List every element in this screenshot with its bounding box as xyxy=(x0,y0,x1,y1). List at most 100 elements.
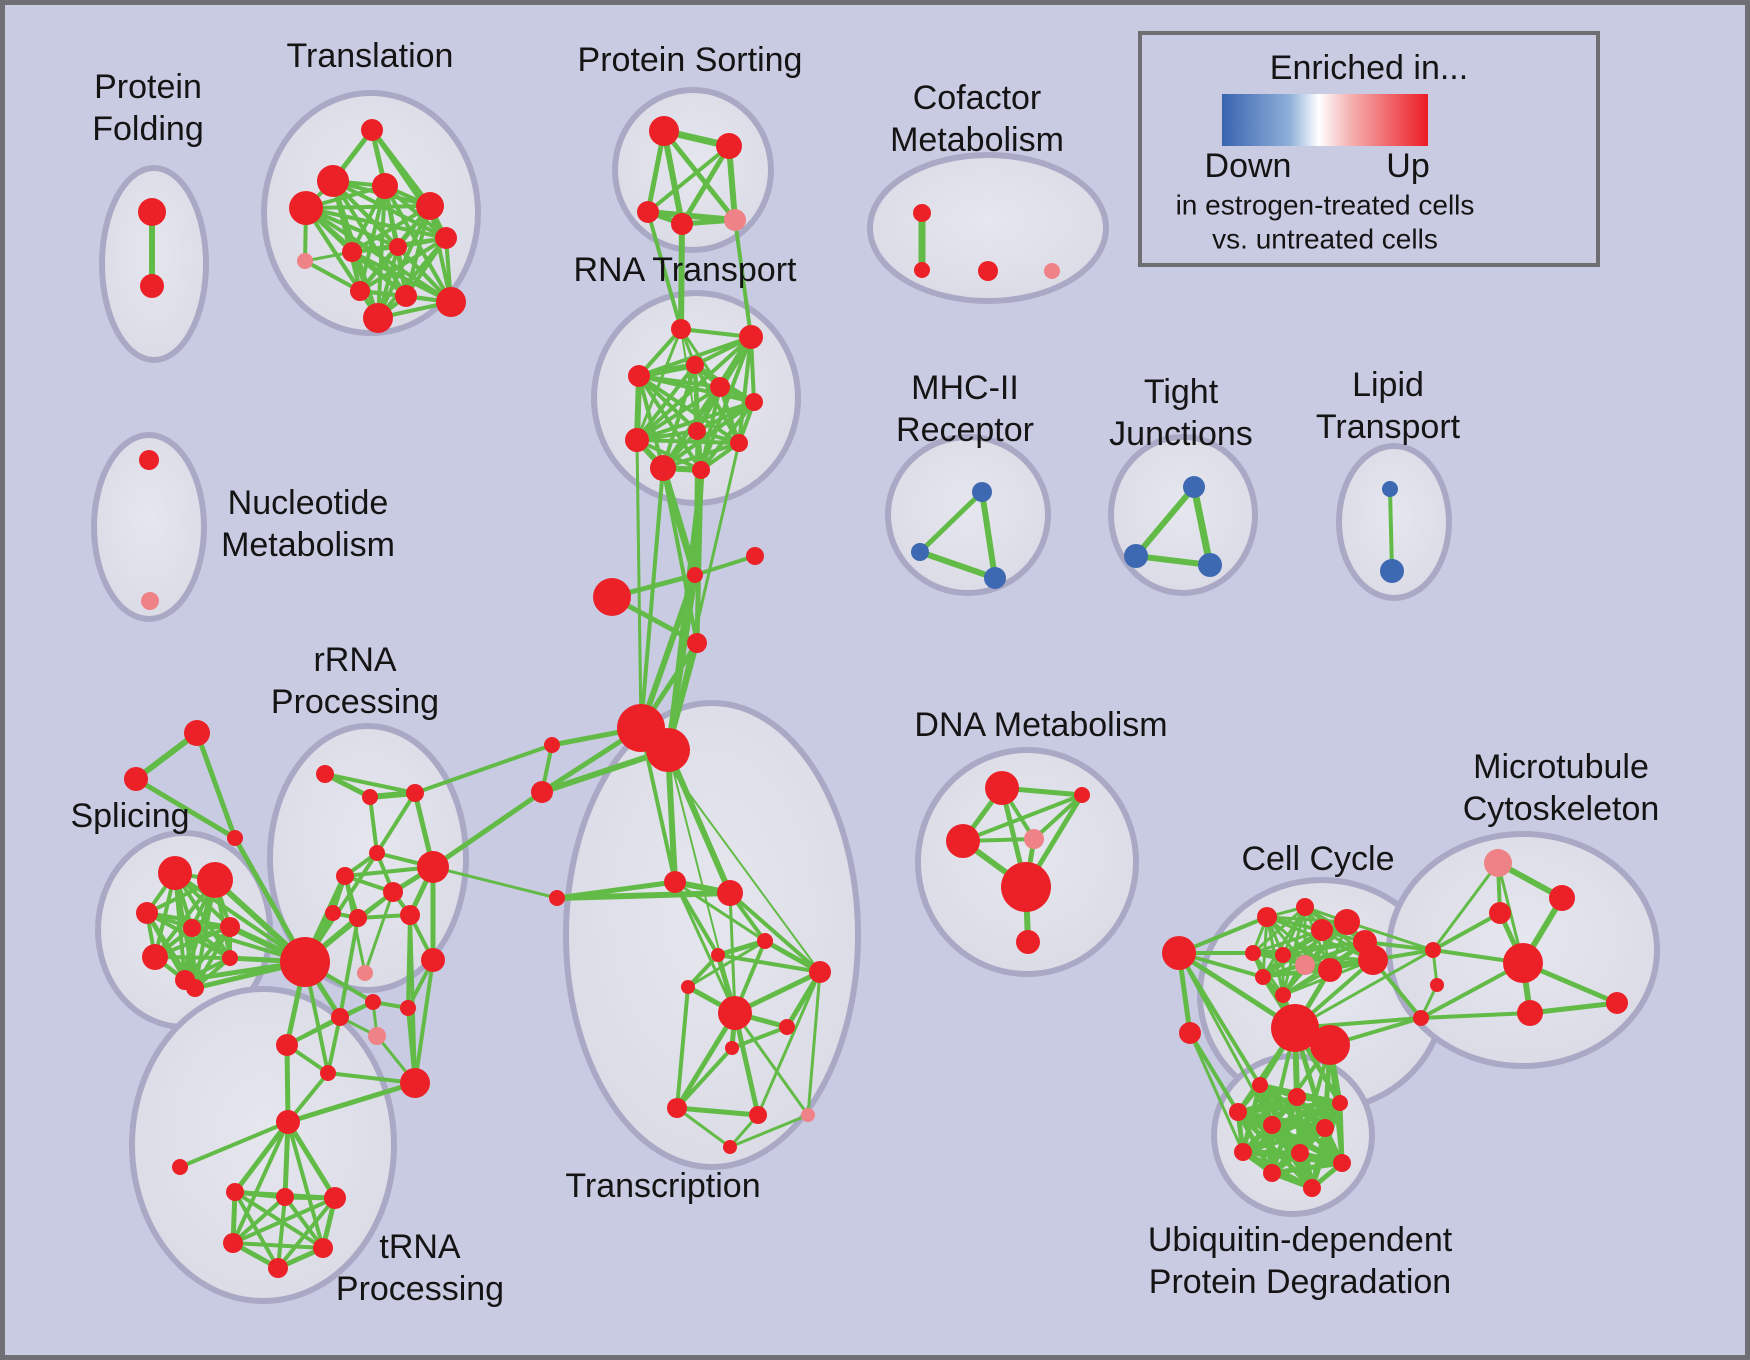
gene-set-node-up xyxy=(1016,930,1040,954)
edge xyxy=(730,1025,789,1050)
gene-set-node-up xyxy=(280,937,330,987)
gene-set-node-up xyxy=(197,862,233,898)
cluster-label-rrna-processing-line2: Processing xyxy=(271,683,439,721)
gene-set-node-up xyxy=(124,767,148,791)
gene-set-node-up xyxy=(369,845,385,861)
edge xyxy=(637,374,741,445)
gene-set-node-up xyxy=(316,765,334,783)
gene-set-node-down xyxy=(1198,553,1222,577)
edge xyxy=(1431,911,1502,952)
gene-set-node-up xyxy=(350,281,370,301)
edge xyxy=(350,250,408,298)
gene-set-node-up xyxy=(276,1110,300,1134)
edge xyxy=(1293,948,1435,1030)
gene-set-node-up xyxy=(1425,942,1441,958)
edge xyxy=(728,891,822,974)
edge xyxy=(686,939,767,989)
legend-caption-line2: vs. untreated cells xyxy=(1212,223,1438,254)
edge xyxy=(276,1195,287,1270)
edge xyxy=(1431,861,1500,952)
gene-set-node-up xyxy=(406,784,424,802)
edge xyxy=(1527,1000,1620,1016)
edge xyxy=(728,1113,810,1149)
gene-set-node-up xyxy=(389,238,407,256)
gene-set-node-up xyxy=(1255,969,1271,985)
cluster-label-lipid-transport-line2: Transport xyxy=(1316,408,1461,446)
gene-set-node-slightly-up xyxy=(368,1027,386,1045)
gene-set-node-down xyxy=(911,543,929,561)
edge xyxy=(666,441,741,752)
edge xyxy=(679,143,732,227)
cluster-ellipse-lipid-transport xyxy=(1336,443,1452,601)
edge xyxy=(1265,915,1349,924)
gene-set-node-up xyxy=(1291,1144,1309,1162)
edge xyxy=(675,1046,734,1110)
gene-set-node-down xyxy=(1124,544,1148,568)
edge xyxy=(173,871,307,964)
edge xyxy=(665,747,733,896)
gene-set-node-up xyxy=(985,771,1019,805)
edge xyxy=(1261,920,1349,979)
edge xyxy=(917,489,985,555)
edge xyxy=(661,441,741,470)
cluster-label-ubiquitin-degradation-line2: Protein Degradation xyxy=(1149,1263,1451,1301)
edge xyxy=(693,429,699,577)
edge xyxy=(231,1196,337,1245)
gene-set-node-up xyxy=(227,830,243,846)
edge xyxy=(917,549,998,581)
edge xyxy=(1188,1031,1245,1154)
edge xyxy=(285,1000,375,1047)
gene-set-node-up xyxy=(383,882,403,902)
gene-set-node-up xyxy=(313,1238,333,1258)
gene-set-node-up xyxy=(544,737,560,753)
edge xyxy=(737,335,753,445)
edge xyxy=(231,1241,325,1250)
edge xyxy=(413,958,435,1085)
cluster-label-nucleotide-metabolism-line1: Nucleotide xyxy=(228,484,389,522)
gene-set-node-up xyxy=(1316,1119,1334,1137)
edge xyxy=(661,128,685,227)
gene-set-node-down xyxy=(1183,476,1205,498)
edge xyxy=(678,221,685,332)
gene-set-node-up xyxy=(914,262,930,278)
gene-set-node-up xyxy=(220,917,240,937)
gene-set-node-slightly-up xyxy=(1295,955,1315,975)
gene-set-node-up xyxy=(625,428,649,452)
gene-set-node-up xyxy=(549,890,565,906)
edge xyxy=(1281,953,1375,962)
cluster-label-trna-processing-line1: tRNA xyxy=(379,1228,461,1266)
cluster-label-cell-cycle: Cell Cycle xyxy=(1241,840,1394,878)
edge xyxy=(728,891,737,1015)
gene-set-node-up xyxy=(172,1159,188,1175)
gene-set-node-up xyxy=(1245,945,1261,961)
legend-gradient-bar xyxy=(1222,94,1428,146)
gene-set-node-up xyxy=(745,393,763,411)
gene-set-node-up xyxy=(184,720,210,746)
gene-set-node-up xyxy=(1334,909,1360,935)
edge xyxy=(1133,553,1213,568)
gene-set-node-up xyxy=(400,905,420,925)
gene-set-node-up xyxy=(276,1188,294,1206)
edge xyxy=(661,128,738,223)
gene-set-node-up xyxy=(637,201,659,223)
gene-set-node-up xyxy=(671,213,693,235)
gene-set-node-up xyxy=(809,961,831,983)
gene-set-node-up xyxy=(372,173,398,199)
gene-set-node-up xyxy=(421,948,445,972)
edge xyxy=(194,730,238,841)
gene-set-node-up xyxy=(1517,1000,1543,1026)
gene-set-node-up xyxy=(138,198,166,226)
legend: Enriched in... Down Up in estrogen-treated … xyxy=(1138,31,1600,267)
edge xyxy=(323,772,417,795)
gene-set-node-up xyxy=(1333,1154,1351,1172)
edge xyxy=(285,1119,338,1201)
edge xyxy=(233,1190,325,1250)
gene-set-node-up xyxy=(687,567,703,583)
gene-set-node-up xyxy=(718,996,752,1030)
gene-set-node-up xyxy=(158,856,192,890)
edge xyxy=(674,1010,738,1111)
gene-set-node-up xyxy=(435,227,457,249)
gene-set-node-up xyxy=(317,165,349,197)
